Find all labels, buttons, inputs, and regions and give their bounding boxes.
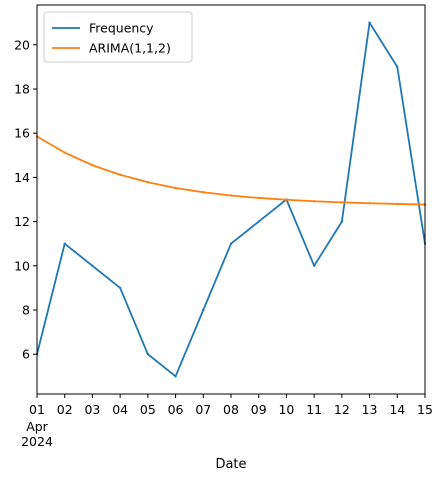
x-tick-label: 15 — [417, 402, 433, 417]
x-tick-label: 08 — [223, 402, 239, 417]
y-tick-label: 8 — [22, 303, 30, 318]
x-tick-label: 04 — [112, 402, 128, 417]
data-point-s1-11 — [340, 201, 344, 204]
x-tick-label: 12 — [334, 402, 350, 417]
data-point-s1-9 — [285, 198, 288, 201]
legend-label-arima: ARIMA(1,1,2) — [89, 41, 171, 56]
y-tick-label: 10 — [14, 258, 30, 273]
y-tick-label: 18 — [14, 81, 30, 96]
x-tick-label: 05 — [140, 402, 156, 417]
x-tick-label: 14 — [389, 402, 405, 417]
series-layer — [35, 21, 427, 378]
axes-layer: 6 8 10 12 14 16 18 20 01 02 03 04 05 06 07 08 09 10 11 12 13… — [14, 37, 433, 417]
y-tick-label: 12 — [14, 214, 30, 229]
x-tick-label: 10 — [278, 402, 294, 417]
data-point-s0-5 — [174, 375, 177, 378]
x-tick-label: 09 — [251, 402, 267, 417]
y-tick-label: 16 — [14, 126, 30, 141]
y-tick-label: 20 — [14, 37, 30, 52]
x-tick-label: 07 — [195, 402, 211, 417]
data-point-s1-10 — [312, 200, 316, 203]
x-year-label: 2024 — [21, 434, 53, 449]
data-point-s1-13 — [396, 202, 399, 206]
data-point-s1-1 — [63, 151, 66, 154]
x-tick-label: 01 — [29, 402, 45, 417]
data-point-s0-12 — [368, 21, 371, 24]
legend: Frequency ARIMA(1,1,2) — [43, 11, 193, 63]
data-point-s0-3 — [118, 286, 122, 290]
data-point-s0-7 — [229, 242, 233, 245]
data-point-s0-8 — [257, 220, 260, 223]
x-tick-label: 06 — [168, 402, 184, 417]
x-month-label: Apr — [26, 419, 48, 434]
x-tick-label: 13 — [362, 402, 378, 417]
data-point-s1-8 — [257, 196, 260, 200]
y-tick-label: 6 — [22, 347, 30, 362]
y-tick-label: 14 — [14, 170, 30, 185]
x-tick-label: 11 — [306, 402, 322, 417]
data-point-s0-1 — [63, 242, 66, 245]
plot-frame — [36, 4, 426, 395]
data-point-s1-5 — [174, 186, 177, 190]
data-point-s0-11 — [340, 220, 344, 223]
data-point-s1-2 — [91, 164, 94, 167]
data-point-s1-7 — [229, 194, 233, 197]
data-point-s0-4 — [146, 353, 150, 356]
x-axis-title: Date — [215, 457, 246, 472]
data-point-s1-3 — [118, 173, 122, 176]
x-tick-label: 03 — [84, 402, 100, 417]
legend-box — [43, 11, 193, 63]
x-tick-label: 02 — [57, 402, 73, 417]
data-point-s0-10 — [312, 264, 316, 268]
data-point-s1-12 — [368, 202, 371, 205]
data-point-s1-4 — [146, 181, 150, 184]
data-point-s1-6 — [202, 191, 205, 194]
data-point-s0-2 — [91, 264, 94, 268]
legend-label-frequency: Frequency — [89, 21, 154, 36]
data-point-s0-6 — [202, 308, 205, 312]
data-point-s0-13 — [396, 65, 399, 69]
plot-area — [37, 5, 425, 394]
